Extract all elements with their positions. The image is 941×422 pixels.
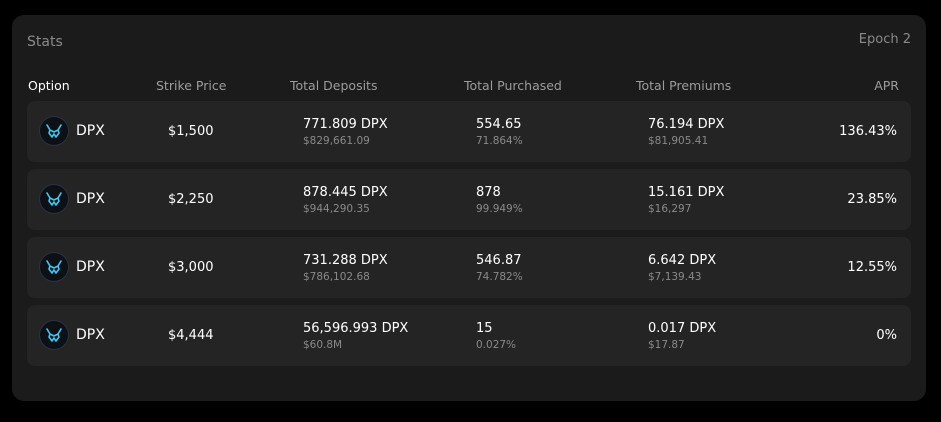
total-deposits-usd: $829,661.09 xyxy=(303,135,370,147)
column-header-apr: APR xyxy=(874,78,899,93)
total-deposits-usd: $60.8M xyxy=(303,339,343,351)
total-premiums: 0.017 DPX xyxy=(648,321,717,336)
table-row[interactable]: DPX $4,444 56,596.993 DPX $60.8M 15 0.02… xyxy=(27,305,911,366)
asset-name: DPX xyxy=(76,191,105,207)
asset-name: DPX xyxy=(76,327,105,343)
apr-value: 23.85% xyxy=(847,192,897,207)
total-deposits-usd: $786,102.68 xyxy=(303,271,370,283)
dpx-token-icon xyxy=(40,117,68,145)
apr-value: 136.43% xyxy=(839,124,897,139)
column-header-strike: Strike Price xyxy=(156,78,227,93)
total-deposits: 56,596.993 DPX xyxy=(303,321,409,336)
total-deposits-usd: $944,290.35 xyxy=(303,203,370,215)
panel-title: Stats xyxy=(27,34,63,50)
total-purchased-percent: 71.864% xyxy=(476,135,523,147)
total-premiums: 76.194 DPX xyxy=(648,117,725,132)
total-premiums: 15.161 DPX xyxy=(648,185,725,200)
table-row[interactable]: DPX $3,000 731.288 DPX $786,102.68 546.8… xyxy=(27,237,911,298)
column-header-purchased: Total Purchased xyxy=(464,78,562,93)
total-deposits: 878.445 DPX xyxy=(303,185,388,200)
total-purchased: 554.65 xyxy=(476,117,522,132)
column-header-deposits: Total Deposits xyxy=(290,78,378,93)
apr-value: 12.55% xyxy=(847,260,897,275)
table-row[interactable]: DPX $1,500 771.809 DPX $829,661.09 554.6… xyxy=(27,101,911,162)
strike-price: $1,500 xyxy=(168,124,214,139)
total-purchased: 15 xyxy=(476,321,493,336)
total-premiums-usd: $7,139.43 xyxy=(648,271,702,283)
table-header: Option Strike Price Total Deposits Total… xyxy=(28,78,899,94)
apr-value: 0% xyxy=(876,328,897,343)
column-header-option: Option xyxy=(28,78,70,93)
dpx-token-icon xyxy=(40,321,68,349)
total-purchased-percent: 74.782% xyxy=(476,271,523,283)
dpx-token-icon xyxy=(40,185,68,213)
total-purchased-percent: 99.949% xyxy=(476,203,523,215)
total-premiums-usd: $16,297 xyxy=(648,203,692,215)
total-deposits: 731.288 DPX xyxy=(303,253,388,268)
total-purchased: 878 xyxy=(476,185,501,200)
strike-price: $3,000 xyxy=(168,260,214,275)
total-deposits: 771.809 DPX xyxy=(303,117,388,132)
strike-price: $4,444 xyxy=(168,328,214,343)
total-premiums-usd: $17.87 xyxy=(648,339,685,351)
asset-name: DPX xyxy=(76,259,105,275)
asset-name: DPX xyxy=(76,123,105,139)
total-purchased-percent: 0.027% xyxy=(476,339,517,351)
total-premiums-usd: $81,905.41 xyxy=(648,135,709,147)
dpx-token-icon xyxy=(40,253,68,281)
total-purchased: 546.87 xyxy=(476,253,522,268)
total-premiums: 6.642 DPX xyxy=(648,253,717,268)
epoch-label: Epoch 2 xyxy=(858,32,911,47)
strike-price: $2,250 xyxy=(168,192,214,207)
column-header-premiums: Total Premiums xyxy=(636,78,732,93)
table-row[interactable]: DPX $2,250 878.445 DPX $944,290.35 878 9… xyxy=(27,169,911,230)
